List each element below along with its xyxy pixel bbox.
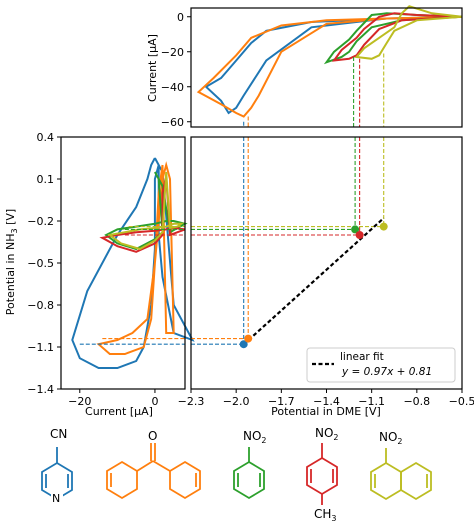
top-series-line-3 xyxy=(331,12,463,62)
left-ytick-label-3: −0.5 xyxy=(27,257,54,270)
top-ylabel: Current [μA] xyxy=(146,34,159,102)
left-ytick-label-2: −0.2 xyxy=(27,215,54,228)
left-panel: 0.4 0.1 −0.2 −0.5 −0.8 −1.1 −1.4 −20 0 Current … xyxy=(4,131,195,418)
top-series-line-1 xyxy=(196,15,463,118)
left-ytick-label-5: −1.1 xyxy=(27,341,54,354)
molecule-4-nitrotoluene: NO2 CH3 xyxy=(306,426,339,523)
left-xtick-label-1: 0 xyxy=(151,395,158,408)
legend-fit-label: linear fit xyxy=(340,351,384,363)
main-xtick-label-2: −1.7 xyxy=(268,395,295,408)
left-xtick-label-0: −20 xyxy=(68,395,91,408)
top-axes-frame xyxy=(190,7,463,128)
top-series-line-2 xyxy=(323,12,463,65)
left-ytick-label-0: 0.4 xyxy=(37,131,55,144)
top-yticks-group: 0 −20 −40 −60 xyxy=(161,11,191,129)
top-guides-group xyxy=(243,53,385,127)
main-xlabel: Potential in DME [V] xyxy=(271,405,381,418)
top-ytick-label-0: 0 xyxy=(177,11,184,24)
left-ylabel: Potential in NH3 [V] xyxy=(4,209,19,315)
top-ytick-label-1: −20 xyxy=(161,46,184,59)
molecule-1-nitronaphthalene: NO2 xyxy=(370,430,432,501)
benzene-ring xyxy=(233,460,265,500)
left-yticks-group: 0.4 0.1 −0.2 −0.5 −0.8 −1.1 −1.4 xyxy=(27,131,61,396)
no2-label: NO2 xyxy=(379,430,403,446)
main-guides-group xyxy=(191,137,385,345)
data-point-1 xyxy=(244,334,253,343)
left-guides-group xyxy=(79,226,185,345)
top-ytick-label-3: −60 xyxy=(161,116,184,129)
left-ytick-label-6: −1.4 xyxy=(27,383,54,396)
left-series-line-3 xyxy=(99,175,186,253)
carbonyl-bond-l xyxy=(136,460,154,472)
left-series-line-0 xyxy=(71,157,195,369)
carbonyl-bond-r xyxy=(152,460,171,472)
n-label: N xyxy=(52,492,60,505)
main-xtick-label-0: −2.3 xyxy=(178,395,205,408)
main-xtick-label-1: −2.0 xyxy=(223,395,250,408)
molecule-4-cyanopyridine: CN N xyxy=(41,427,73,505)
left-series-line-1 xyxy=(96,161,175,355)
o-label: O xyxy=(148,429,157,443)
main-panel: −2.3 −2.0 −1.7 −1.4 −1.1 −0.8 −0.5 Potential i… xyxy=(178,136,474,418)
no2-label: NO2 xyxy=(315,426,339,442)
linear-fit-line xyxy=(242,217,385,346)
top-panel: 0 −20 −40 −60 Current [μA] xyxy=(146,5,463,129)
left-ytick-label-1: 0.1 xyxy=(37,173,55,186)
n-label-bg xyxy=(51,491,63,503)
legend: linear fit y = 0.97x + 0.81 xyxy=(306,347,456,383)
cn-label: CN xyxy=(50,427,67,441)
molecule-benzophenone: O xyxy=(106,429,201,500)
main-xtick-label-6: −0.5 xyxy=(449,395,474,408)
top-series-line-0 xyxy=(204,15,463,115)
data-point-3 xyxy=(355,231,364,239)
main-xticks-group: −2.3 −2.0 −1.7 −1.4 −1.1 −0.8 −0.5 xyxy=(178,389,474,408)
data-point-0 xyxy=(239,340,248,349)
data-point-2 xyxy=(351,225,360,234)
left-xticks-group: −20 0 xyxy=(68,389,158,408)
ch3-label: CH3 xyxy=(314,507,337,523)
left-series-line-4 xyxy=(107,171,185,251)
molecule-structures: CN N O NO2 xyxy=(41,426,432,523)
top-series-group xyxy=(196,5,463,118)
no2-label: NO2 xyxy=(243,429,267,445)
molecule-nitrobenzene: NO2 xyxy=(233,429,267,500)
main-xtick-label-3: −1.4 xyxy=(313,395,340,408)
left-ytick-label-4: −0.8 xyxy=(27,299,54,312)
main-xtick-label-5: −0.8 xyxy=(403,395,430,408)
left-xlabel: Current [μA] xyxy=(85,405,153,418)
legend-fit-equation: y = 0.97x + 0.81 xyxy=(341,366,432,378)
top-ytick-label-2: −40 xyxy=(161,81,184,94)
main-xtick-label-4: −1.1 xyxy=(358,395,385,408)
left-series-group xyxy=(71,157,195,369)
main-points-group xyxy=(239,222,388,349)
naphthalene-ring-right xyxy=(400,461,432,501)
legend-box xyxy=(306,347,456,383)
data-point-4 xyxy=(379,222,388,231)
